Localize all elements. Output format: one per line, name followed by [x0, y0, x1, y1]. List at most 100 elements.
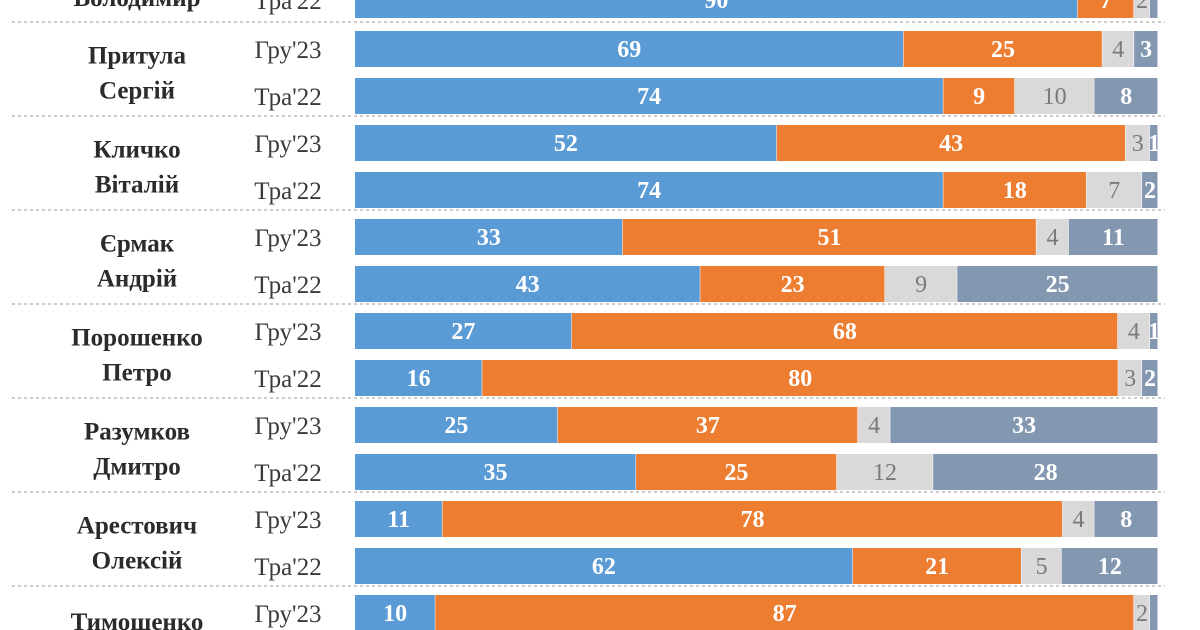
bar-segment — [1118, 360, 1142, 396]
data-label: 7 — [1108, 178, 1120, 204]
bar-segment — [1068, 219, 1158, 255]
data-label: 2 — [1144, 178, 1156, 204]
period-label: Тра'22 — [254, 0, 321, 15]
data-label: 25 — [1046, 272, 1070, 298]
bar-segment — [957, 266, 1158, 302]
data-label: 27 — [451, 319, 475, 345]
bar-segment — [355, 454, 636, 490]
bar-segment — [857, 407, 890, 443]
period-label: Тра'22 — [254, 178, 321, 205]
data-label: 51 — [818, 225, 842, 251]
data-label: 25 — [444, 413, 468, 439]
data-label: 69 — [617, 37, 641, 63]
bar-segment — [884, 266, 957, 302]
bar-segment — [836, 454, 933, 490]
data-label: 90 — [704, 0, 728, 14]
bar-segment — [355, 172, 943, 208]
period-label: Тра'22 — [254, 84, 321, 111]
bar-segment — [776, 125, 1126, 161]
data-label: 10 — [1043, 84, 1067, 110]
bar-segment — [943, 172, 1086, 208]
data-label: 4 — [868, 413, 880, 439]
data-label: 18 — [1003, 178, 1027, 204]
bar-segment — [1133, 0, 1150, 18]
data-label: 3 — [1124, 366, 1136, 392]
data-label: 7 — [1100, 0, 1112, 14]
data-label: 4 — [1072, 507, 1084, 533]
period-label: Гру'23 — [254, 601, 321, 628]
data-label: 9 — [915, 272, 927, 298]
bar-segment — [1142, 360, 1158, 396]
data-label: 9 — [973, 84, 985, 110]
data-label: 1 — [1148, 131, 1160, 157]
bar-segment — [1094, 78, 1158, 114]
person-name: Володимир — [73, 0, 200, 12]
data-label: 68 — [833, 319, 857, 345]
bar-segment — [1036, 219, 1069, 255]
bar-segment — [355, 595, 435, 630]
data-label: 23 — [781, 272, 805, 298]
bar-segment — [1014, 78, 1094, 114]
bar-segment — [557, 407, 858, 443]
bar-segment — [355, 0, 1078, 18]
bar-segment — [852, 548, 1021, 584]
bar-segment — [571, 313, 1118, 349]
person-name: Сергій — [99, 78, 175, 105]
bar-segment — [482, 360, 1118, 396]
data-label: 16 — [407, 366, 431, 392]
bar-segment — [933, 454, 1158, 490]
bar-segment — [355, 407, 558, 443]
bar-segment — [1021, 548, 1062, 584]
period-label: Гру'23 — [254, 319, 321, 346]
data-label: 10 — [383, 601, 407, 627]
data-label: 4 — [1112, 37, 1124, 63]
person-name: Арестович — [77, 513, 197, 540]
person-name: Притула — [88, 43, 187, 70]
person-name: Єрмак — [100, 231, 175, 258]
bar-segment — [1086, 172, 1142, 208]
bar-segment — [1062, 501, 1094, 537]
bar-segment — [1133, 595, 1150, 630]
period-label: Тра'22 — [254, 460, 321, 487]
bar-segment — [1094, 501, 1158, 537]
bar-segment — [355, 31, 904, 67]
bar-segment — [1149, 125, 1158, 161]
data-label: 1 — [1148, 319, 1160, 345]
bar-segment — [1102, 31, 1134, 67]
period-label: Гру'23 — [254, 413, 321, 440]
bar-segment — [1149, 595, 1158, 630]
data-label: 37 — [696, 413, 720, 439]
data-label: 11 — [1102, 225, 1125, 251]
data-label: 8 — [1120, 507, 1132, 533]
data-label: 11 — [387, 507, 410, 533]
data-label: 8 — [1120, 84, 1132, 110]
data-label: 80 — [788, 366, 812, 392]
bar-segment — [1117, 313, 1150, 349]
data-label: 74 — [637, 178, 661, 204]
data-label: 52 — [554, 131, 578, 157]
bar-segment — [355, 266, 700, 302]
bar-segment — [355, 548, 853, 584]
data-label: 25 — [991, 37, 1015, 63]
bar-segment — [355, 125, 777, 161]
data-label: 3 — [1132, 131, 1144, 157]
data-label: 4 — [1128, 319, 1140, 345]
bar-segment — [355, 219, 623, 255]
data-label: 25 — [724, 460, 748, 486]
person-name: Порошенко — [71, 325, 203, 352]
bar-segment — [1142, 172, 1158, 208]
data-label: 4 — [1047, 225, 1059, 251]
bar-segment — [355, 501, 442, 537]
data-label: 78 — [741, 507, 765, 533]
bar-segment — [890, 407, 1158, 443]
data-label: 33 — [477, 225, 501, 251]
period-label: Гру'23 — [254, 131, 321, 158]
data-label: 33 — [1012, 413, 1036, 439]
person-name: Андрій — [97, 266, 177, 293]
bar-segment — [1134, 31, 1158, 67]
data-label: 74 — [637, 84, 661, 110]
data-label: 43 — [939, 131, 963, 157]
period-label: Тра'22 — [254, 554, 321, 581]
data-label: 2 — [1136, 0, 1148, 14]
